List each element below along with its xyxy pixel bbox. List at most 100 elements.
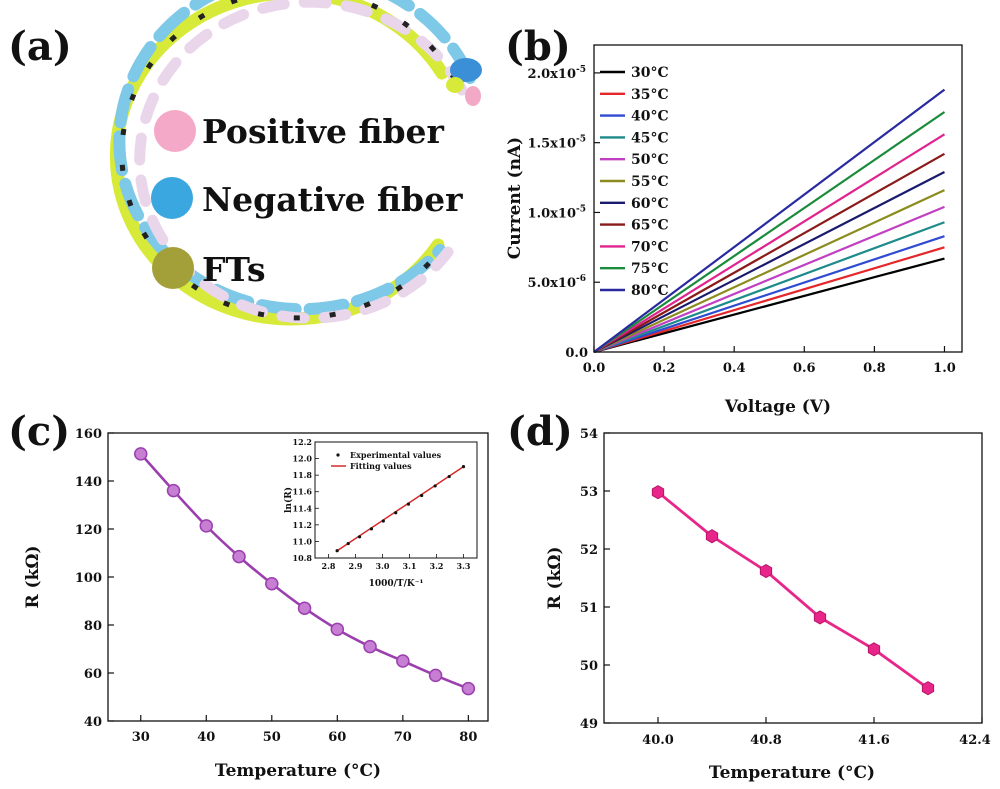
series-line-b bbox=[593, 189, 945, 353]
x-tick-label-b: 0.2 bbox=[653, 361, 676, 376]
negative-fiber-label: Negative fiber bbox=[202, 180, 463, 219]
inset-y-label: ln(R) bbox=[283, 487, 294, 513]
y-tick-label-c: 60 bbox=[84, 667, 102, 682]
inset-data-point bbox=[357, 535, 362, 539]
data-point-c bbox=[199, 519, 214, 533]
series-line-b bbox=[593, 257, 945, 354]
y-tick-label-c: 140 bbox=[75, 475, 102, 490]
data-point-c bbox=[232, 549, 246, 564]
inset-y-tick-label: 11.6 bbox=[293, 487, 313, 497]
legend-label-b: 35°C bbox=[631, 87, 669, 103]
inset-fit-line bbox=[336, 465, 464, 552]
series-line-b bbox=[593, 88, 946, 353]
inset-x-label: 1000/T/K⁻¹ bbox=[369, 579, 424, 589]
data-point-c bbox=[134, 447, 148, 461]
data-point-d bbox=[759, 563, 773, 579]
data-point-c bbox=[330, 622, 345, 637]
data-point-d bbox=[705, 529, 719, 544]
data-point-c bbox=[363, 639, 377, 654]
legend-label-b: 30°C bbox=[631, 65, 669, 81]
x-tick-label-c: 50 bbox=[263, 730, 281, 745]
fiber-legend: Positive fiber Negative fiber FTs bbox=[151, 110, 463, 289]
data-point-d bbox=[867, 642, 881, 657]
panel-a: (a) Positive fiber Negative fiber FTs bbox=[8, 0, 482, 326]
x-tick-label-d: 41.6 bbox=[858, 733, 890, 748]
legend-label-b: 60°C bbox=[631, 196, 669, 212]
x-tick-label-c: 30 bbox=[132, 730, 150, 745]
legend-exp-swatch bbox=[336, 453, 340, 457]
inset-y-tick-label: 12.2 bbox=[293, 437, 312, 447]
x-tick-label-c: 40 bbox=[197, 730, 215, 745]
legend-label-b: 40°C bbox=[631, 109, 669, 125]
series-line-b bbox=[593, 111, 946, 353]
legend-label-b: 70°C bbox=[631, 239, 669, 255]
negative-fiber-end bbox=[450, 58, 482, 82]
negative-fiber bbox=[113, 0, 476, 316]
inset-data-point bbox=[369, 527, 374, 531]
inset-data-point bbox=[346, 541, 350, 546]
fiber-ring bbox=[109, 0, 482, 326]
inset-x-tick-label: 3.3 bbox=[457, 561, 471, 571]
x-tick-label-b: 0.6 bbox=[793, 361, 816, 376]
inset-data-point bbox=[433, 484, 437, 488]
inset-x-tick-label: 2.8 bbox=[322, 561, 336, 571]
data-point-c bbox=[166, 483, 181, 498]
y-axis-label-d: R (kΩ) bbox=[545, 546, 565, 609]
legend-label-b: 75°C bbox=[631, 261, 669, 277]
panel-label-b: (b) bbox=[505, 23, 571, 70]
x-tick-label-d: 42.4 bbox=[959, 733, 991, 748]
inset-data-point bbox=[420, 493, 424, 498]
panel-d: (d) 40.0 40.8 41.6 42.4 49 50 51 52 53 54 Tempera… bbox=[507, 408, 991, 783]
series-line-b bbox=[593, 171, 945, 353]
series-line-b bbox=[593, 246, 945, 354]
y-tick-label-b: 1.5x10-5 bbox=[528, 135, 586, 152]
y-tick-label-c: 120 bbox=[75, 523, 102, 538]
x-tick-label-c: 80 bbox=[459, 730, 477, 745]
legend-label-b: 50°C bbox=[631, 152, 669, 168]
data-point-c bbox=[461, 681, 476, 696]
x-tick-label-b: 1.0 bbox=[933, 361, 956, 376]
y-tick-label-b: 2.0x10-5 bbox=[528, 65, 586, 82]
x-tick-label-d: 40.8 bbox=[750, 733, 782, 748]
data-point-c bbox=[396, 654, 410, 668]
inset-data-point bbox=[447, 474, 451, 479]
inset-data-point bbox=[406, 502, 411, 506]
inset-y-tick-label: 11.8 bbox=[293, 470, 313, 480]
data-point-c bbox=[265, 576, 279, 591]
inset-y-tick-label: 11.4 bbox=[293, 503, 313, 513]
panel-label-c: (c) bbox=[8, 408, 70, 455]
panel-label-a: (a) bbox=[8, 23, 72, 70]
positive-fiber-dot bbox=[154, 110, 196, 152]
series-line-b bbox=[593, 205, 945, 354]
panel-b: (b) 0.0 0.2 0.4 0.6 0.8 1.0 0.0 5.0x10-6 1.0x10… bbox=[505, 23, 963, 417]
series-line-b bbox=[593, 235, 945, 354]
inset-frame bbox=[314, 441, 478, 559]
data-point-d bbox=[813, 610, 827, 625]
negative-fiber-dot bbox=[151, 177, 193, 219]
y-axis-label-c: R (kΩ) bbox=[23, 545, 43, 608]
fts-fiber-end bbox=[446, 77, 464, 93]
inset-y-tick-label: 12.0 bbox=[293, 454, 313, 464]
y-tick-label-c: 100 bbox=[75, 571, 102, 586]
plot-frame-d bbox=[603, 432, 983, 724]
x-tick-label-c: 70 bbox=[394, 730, 412, 745]
x-tick-label-b: 0.4 bbox=[723, 361, 746, 376]
inset-data-point bbox=[335, 549, 339, 553]
y-tick-label-d: 49 bbox=[580, 717, 598, 732]
y-tick-label-d: 53 bbox=[580, 485, 598, 500]
data-point-d bbox=[921, 681, 935, 696]
inset-data-point bbox=[461, 465, 466, 469]
x-axis-label-c: Temperature (°C) bbox=[215, 761, 381, 781]
inset-data-point bbox=[394, 511, 398, 515]
y-tick-label-d: 51 bbox=[580, 601, 598, 616]
x-axis-label-d: Temperature (°C) bbox=[709, 763, 875, 783]
x-tick-label-c: 60 bbox=[328, 730, 346, 745]
series-line-b bbox=[593, 133, 946, 353]
legend-label-b: 45°C bbox=[631, 130, 669, 146]
y-tick-label-d: 52 bbox=[580, 543, 598, 558]
y-tick-label-c: 160 bbox=[75, 427, 102, 442]
positive-fiber-end bbox=[465, 86, 481, 106]
legend-label-b: 65°C bbox=[631, 218, 669, 234]
plot-frame-b bbox=[593, 44, 963, 353]
series-line-b bbox=[593, 221, 945, 354]
